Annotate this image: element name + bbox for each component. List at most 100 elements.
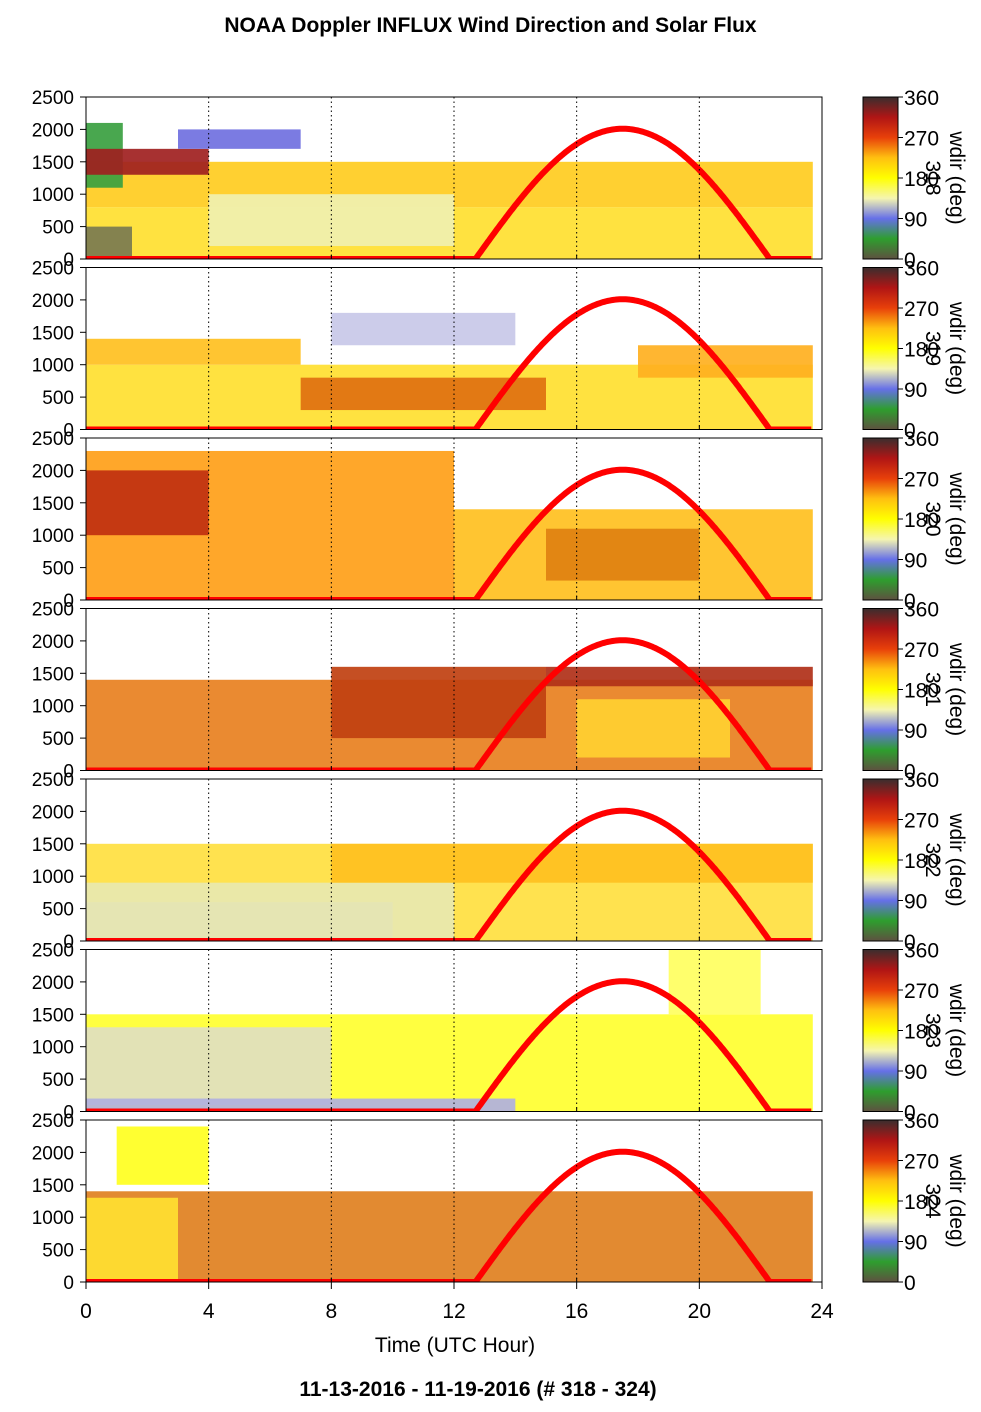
colorbar-tick-label: 360	[904, 769, 939, 792]
y-tick-label: 2500	[32, 941, 74, 962]
colorbar-day-label: 321	[921, 672, 944, 707]
colorbar-tick-label: 90	[904, 891, 927, 914]
solar-flux-curve	[86, 978, 813, 1112]
x-axis-label: Time (UTC Hour)	[375, 1334, 535, 1357]
y-tick-label: 0	[63, 932, 74, 953]
y-tick-label: 1000	[32, 1208, 74, 1229]
panel-318: 0 500 1000 1500 2000 2500 0 90 180 270 360 wdir (de…	[32, 87, 968, 272]
colorbar-tick-label: 180	[904, 680, 939, 703]
x-tick-label: 16	[565, 1300, 588, 1323]
y-tick-label: 2000	[32, 1143, 74, 1164]
heatmap-cell	[86, 1197, 178, 1282]
y-tick-label: 2500	[32, 88, 74, 109]
colorbar-day-label: 322	[921, 842, 944, 877]
colorbar-tick-label: 360	[904, 428, 939, 451]
colorbar-label: wdir (deg)	[945, 642, 968, 736]
y-tick-label: 2500	[32, 600, 74, 621]
x-tick-label: 0	[80, 1300, 92, 1323]
colorbar-tick-label: 180	[904, 339, 939, 362]
colorbar-gradient	[862, 96, 899, 260]
y-tick-label: 1500	[32, 153, 74, 174]
y-tick-label: 0	[63, 250, 74, 271]
colorbar-tick-label: 360	[904, 599, 939, 622]
y-tick-label: 1000	[32, 356, 74, 377]
heatmap-cell	[546, 528, 700, 581]
heatmap-cell	[576, 699, 730, 758]
colorbar-tick-label: 360	[904, 87, 939, 110]
colorbar-tick-label: 270	[904, 1151, 939, 1174]
y-tick-label: 2500	[32, 770, 74, 791]
heatmap-cell	[178, 129, 301, 149]
colorbar-318: 0 90 180 270 360 wdir (deg)318	[862, 87, 968, 272]
colorbar-tick-label: 180	[904, 850, 939, 873]
y-tick-label: 2500	[32, 1111, 74, 1132]
y-tick-label: 1500	[32, 1005, 74, 1026]
y-tick-label: 1000	[32, 1038, 74, 1059]
heatmap-cells	[86, 637, 813, 771]
y-tick-label: 1500	[32, 1176, 74, 1197]
solar-flux-curve	[86, 466, 813, 600]
y-tick-label: 2000	[32, 632, 74, 653]
y-tick-label: 500	[42, 729, 74, 750]
y-tick-label: 2500	[32, 429, 74, 450]
y-tick-label: 1000	[32, 185, 74, 206]
date-range-footer: 11-13-2016 - 11-19-2016 (# 318 - 324)	[299, 1378, 657, 1401]
y-tick-label: 1000	[32, 697, 74, 718]
heatmap-cell	[116, 1126, 209, 1185]
colorbar-tick-label: 270	[904, 469, 939, 492]
heatmap-cell	[331, 843, 813, 883]
x-tick-label: 8	[325, 1300, 337, 1323]
colorbar-tick-label: 0	[904, 761, 916, 784]
colorbar-tick-label: 270	[904, 639, 939, 662]
colorbar-tick-label: 90	[904, 1232, 927, 1255]
y-tick-label: 1000	[32, 867, 74, 888]
colorbar-label: wdir (deg)	[945, 812, 968, 906]
heatmap-cell	[86, 470, 209, 536]
y-tick-label: 500	[42, 559, 74, 580]
heatmap-cell	[86, 338, 301, 365]
colorbar-tick-label: 0	[904, 1102, 916, 1125]
panel-321: 0 500 1000 1500 2000 2500 0 90 180 270 360 wdir (de…	[32, 599, 968, 784]
y-tick-label: 0	[63, 762, 74, 783]
x-axis: 0 4 8 12 16 20 24	[80, 1282, 834, 1323]
colorbar-gradient	[862, 267, 899, 430]
y-tick-label: 500	[42, 388, 74, 409]
colorbar-gradient	[862, 1119, 899, 1283]
colorbar-320: 0 90 180 270 360 wdir (deg)320	[862, 428, 968, 613]
y-tick-label: 1000	[32, 526, 74, 547]
colorbar-label: wdir (deg)	[945, 130, 968, 224]
heatmap-cells	[86, 1126, 813, 1282]
heatmap-cell	[86, 1098, 516, 1112]
solar-flux-curve	[86, 807, 813, 941]
heatmap-cell	[86, 148, 209, 175]
y-tick-label: 2000	[32, 120, 74, 141]
heatmap-cells	[86, 296, 813, 430]
chart-title: NOAA Doppler INFLUX Wind Direction and S…	[224, 14, 757, 37]
x-tick-label: 20	[688, 1300, 711, 1323]
y-tick-label: 2000	[32, 461, 74, 482]
colorbar-day-label: 323	[921, 1013, 944, 1048]
colorbar-tick-label: 270	[904, 128, 939, 151]
colorbar-tick-label: 90	[904, 209, 927, 232]
x-tick-label: 12	[442, 1300, 465, 1323]
colorbar-day-label: 318	[921, 160, 944, 195]
heatmap-cells	[86, 949, 813, 1112]
y-tick-label: 1500	[32, 835, 74, 856]
solar-flux-curve	[86, 296, 813, 430]
colorbar-tick-label: 360	[904, 1110, 939, 1133]
colorbar-gradient	[862, 949, 899, 1112]
y-tick-label: 1500	[32, 494, 74, 515]
y-tick-label: 2000	[32, 973, 74, 994]
y-tick-label: 500	[42, 1241, 74, 1262]
colorbar-322: 0 90 180 270 360 wdir (deg)322	[862, 769, 968, 954]
y-tick-label: 2000	[32, 291, 74, 312]
heatmap-cell	[331, 666, 546, 739]
y-tick-label: 2000	[32, 802, 74, 823]
panel-323: 0 500 1000 1500 2000 2500 0 90 180 270 360 wdir (de…	[32, 940, 968, 1125]
colorbar-gradient	[862, 437, 899, 601]
colorbar-gradient	[862, 608, 899, 771]
y-tick-label: 2500	[32, 259, 74, 280]
y-tick-label: 0	[63, 1103, 74, 1124]
colorbar-tick-label: 270	[904, 298, 939, 321]
